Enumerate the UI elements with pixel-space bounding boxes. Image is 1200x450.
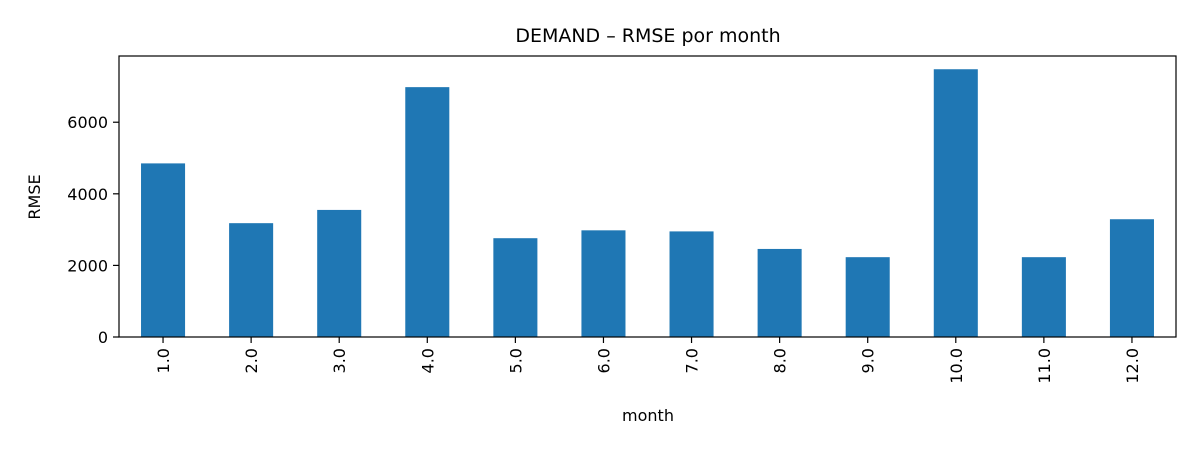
x-tick-label: 8.0	[771, 348, 790, 373]
bar-11.0	[1021, 257, 1066, 337]
y-tick-label: 4000	[67, 185, 108, 204]
bars-group	[141, 69, 1154, 338]
y-tick-label: 2000	[67, 256, 108, 275]
x-tick-label: 10.0	[947, 348, 966, 384]
bar-2.0	[229, 223, 274, 337]
x-tick-label: 2.0	[242, 348, 261, 373]
x-tick-label: 12.0	[1123, 348, 1142, 384]
bar-7.0	[669, 231, 714, 337]
x-axis-ticks: 1.0 2.0 3.0 4.0 5.0 6.0 7.0 8.0 9.0 10.0 11.0 12.0	[154, 337, 1142, 384]
bar-9.0	[845, 257, 890, 337]
chart-title: DEMAND – RMSE por month	[515, 25, 780, 47]
bar-5.0	[493, 238, 538, 337]
y-axis-ticks: 0 2000 4000 6000	[67, 113, 119, 347]
y-tick-label: 0	[98, 328, 108, 347]
x-tick-label: 7.0	[683, 348, 702, 373]
x-tick-label: 1.0	[154, 348, 173, 373]
y-axis-title: RMSE	[25, 174, 44, 219]
bar-4.0	[405, 87, 450, 338]
bar-1.0	[141, 163, 186, 337]
x-tick-label: 6.0	[594, 348, 613, 373]
bar-12.0	[1109, 219, 1154, 337]
bar-3.0	[317, 209, 362, 337]
y-tick-label: 6000	[67, 113, 108, 132]
x-tick-label: 3.0	[330, 348, 349, 373]
x-tick-label: 9.0	[859, 348, 878, 373]
bar-8.0	[757, 248, 802, 337]
bar-10.0	[933, 69, 978, 338]
x-axis-title: month	[622, 406, 674, 425]
plot-area-frame	[118, 55, 1177, 338]
x-tick-label: 11.0	[1035, 348, 1054, 384]
bar-6.0	[581, 230, 626, 337]
x-tick-label: 4.0	[418, 348, 437, 373]
x-tick-label: 5.0	[506, 348, 525, 373]
